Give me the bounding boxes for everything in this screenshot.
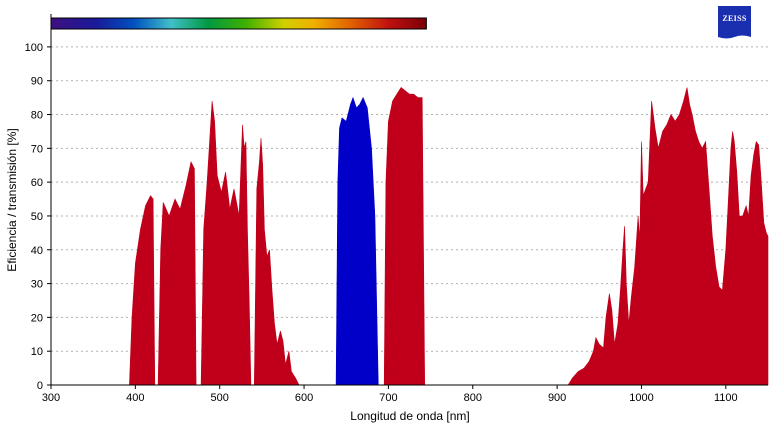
x-tick-label-700: 700 xyxy=(379,392,397,404)
y-tick-label-80: 80 xyxy=(31,110,43,122)
x-axis-ticks: 300 400 500 600 700 800 900 1000 1100 xyxy=(42,385,738,404)
x-tick-label-900: 900 xyxy=(548,392,566,404)
y-tick-label-70: 70 xyxy=(31,143,43,155)
y-tick-label-10: 10 xyxy=(31,346,43,358)
x-tick-label-300: 300 xyxy=(42,392,60,404)
y-tick-label-90: 90 xyxy=(31,76,43,88)
x-tick-label-1100: 1100 xyxy=(714,392,738,404)
series-band-4 xyxy=(567,87,769,386)
zeiss-logo: ZEISS xyxy=(718,6,751,39)
x-tick-label-800: 800 xyxy=(464,392,482,404)
y-tick-label-40: 40 xyxy=(31,245,43,257)
series-band-3 xyxy=(383,87,426,386)
zeiss-logo-text: ZEISS xyxy=(722,14,746,23)
y-tick-label-50: 50 xyxy=(31,211,43,223)
y-axis-ticks: 0 10 20 30 40 50 60 70 80 90 100 xyxy=(25,42,51,392)
series-band-2 xyxy=(335,96,379,386)
x-tick-label-600: 600 xyxy=(295,392,313,404)
y-tick-label-30: 30 xyxy=(31,279,43,291)
x-tick-label-400: 400 xyxy=(126,392,144,404)
y-axis-label: Eficiencia / transmisión [%] xyxy=(5,128,19,271)
series-band-1 xyxy=(129,100,300,386)
spectrum-color-bar xyxy=(50,17,427,30)
x-axis-label: Longitud de onda [nm] xyxy=(350,409,469,423)
y-tick-label-0: 0 xyxy=(37,380,43,392)
y-tick-label-60: 60 xyxy=(31,177,43,189)
y-tick-label-100: 100 xyxy=(25,42,43,54)
zeiss-logo-badge xyxy=(718,6,751,39)
series-layer xyxy=(129,87,769,386)
x-tick-label-500: 500 xyxy=(211,392,229,404)
x-tick-label-1000: 1000 xyxy=(629,392,653,404)
y-tick-label-20: 20 xyxy=(31,312,43,324)
